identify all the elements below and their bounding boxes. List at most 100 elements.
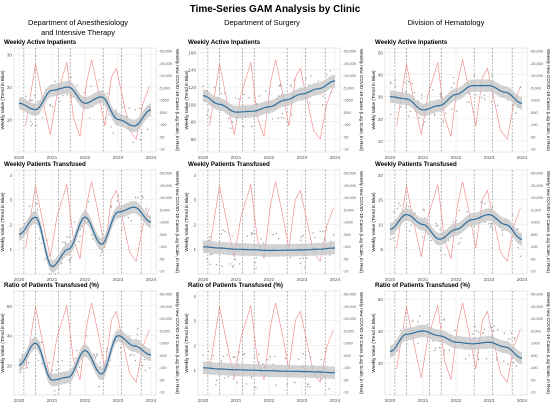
column-subtitle: and Intensive Therapy xyxy=(41,28,115,37)
x-tick-label: 2023 xyxy=(113,277,124,283)
data-point xyxy=(78,366,81,369)
data-point xyxy=(253,356,256,358)
data-point xyxy=(275,384,277,386)
data-point xyxy=(330,240,332,243)
y-tick-label: 1 xyxy=(193,247,196,252)
data-point xyxy=(511,214,514,216)
data-point xyxy=(36,209,39,211)
covid-tick-label: -10 xyxy=(530,270,536,274)
data-point xyxy=(116,200,119,202)
panel: Weekly Patients Transfused 1 2 3 4 2020 2021 20… xyxy=(184,161,364,283)
figure-title: Time-Series GAM Analysis by Clinic xyxy=(190,4,361,15)
data-point xyxy=(300,236,302,238)
data-point xyxy=(404,81,406,84)
data-point xyxy=(417,100,419,102)
x-tick-label: 2020 xyxy=(385,398,396,404)
panel-title: Ratio of Patients Transfused (%) xyxy=(188,282,283,289)
data-point xyxy=(231,235,233,237)
data-point xyxy=(89,117,91,119)
trend-ribbon xyxy=(390,208,522,246)
data-point xyxy=(62,241,64,243)
covid-tick-label: -500 xyxy=(343,354,351,358)
covid-tick-label: -25,000 xyxy=(343,184,356,188)
data-point xyxy=(62,94,64,97)
data-point xyxy=(70,95,73,97)
data-point xyxy=(439,249,442,252)
data-point xyxy=(405,204,408,206)
x-tick-label: 2022 xyxy=(80,398,91,404)
data-point xyxy=(392,237,394,239)
data-point xyxy=(76,349,78,352)
data-point xyxy=(250,232,253,234)
x-tick-label: 2023 xyxy=(113,155,124,161)
trend-ribbon xyxy=(390,324,522,365)
data-point xyxy=(322,95,324,97)
data-point xyxy=(34,95,36,97)
data-point xyxy=(277,117,279,119)
data-point xyxy=(497,105,499,107)
data-point xyxy=(394,85,397,88)
data-point xyxy=(215,264,218,266)
data-point xyxy=(238,351,240,353)
data-point xyxy=(488,222,490,225)
covid-tick-label: -1000 xyxy=(530,221,540,225)
y-tick-label: 60 xyxy=(7,304,13,309)
data-point xyxy=(306,257,308,259)
data-point xyxy=(274,355,276,358)
data-point xyxy=(117,195,120,197)
data-point xyxy=(110,126,112,128)
column-title: Department of Anesthesiology xyxy=(28,18,128,27)
data-point xyxy=(99,362,101,364)
data-point xyxy=(112,132,115,134)
x-tick-label: 2024 xyxy=(330,398,341,404)
data-point xyxy=(145,209,147,212)
data-point xyxy=(70,256,72,259)
data-point xyxy=(258,361,260,363)
data-point xyxy=(445,112,447,114)
x-tick-label: 2024 xyxy=(517,155,528,161)
x-tick-label: 2022 xyxy=(264,398,275,404)
data-point xyxy=(471,333,473,335)
data-point xyxy=(107,92,109,95)
y-tick-label: 20 xyxy=(378,117,384,122)
data-point xyxy=(435,225,437,227)
data-point xyxy=(202,85,204,87)
data-point xyxy=(455,220,457,222)
data-point xyxy=(250,125,253,128)
covid-series xyxy=(209,59,334,141)
data-point xyxy=(121,229,123,231)
data-point xyxy=(213,86,216,88)
data-point xyxy=(398,202,400,204)
data-point xyxy=(37,100,39,103)
data-point xyxy=(138,340,140,342)
covid-tick-label: -25,000 xyxy=(159,305,172,309)
data-point xyxy=(476,355,478,357)
data-point xyxy=(309,386,311,388)
data-point xyxy=(69,259,71,261)
data-point xyxy=(224,377,226,379)
data-point xyxy=(209,253,212,256)
trend-line xyxy=(203,367,335,374)
covid-tick-label: -100 xyxy=(159,245,167,249)
data-point xyxy=(310,75,312,77)
data-point xyxy=(255,267,257,269)
covid-tick-label: -500 xyxy=(159,111,167,115)
data-point xyxy=(507,363,509,366)
data-point xyxy=(229,127,232,129)
data-point xyxy=(98,385,101,388)
covid-tick-label: -25,000 xyxy=(343,62,356,66)
data-point xyxy=(443,349,446,352)
data-point xyxy=(76,84,78,87)
data-point xyxy=(258,95,261,97)
covid-tick-label: -1000 xyxy=(343,221,353,225)
data-point xyxy=(501,234,504,236)
covid-tick-label: -10,000 xyxy=(530,74,543,78)
data-point xyxy=(442,121,445,123)
data-point xyxy=(207,109,209,112)
data-point xyxy=(83,91,85,94)
data-point xyxy=(503,332,505,334)
data-point xyxy=(319,230,321,232)
data-point xyxy=(322,230,324,233)
data-point xyxy=(290,85,293,88)
